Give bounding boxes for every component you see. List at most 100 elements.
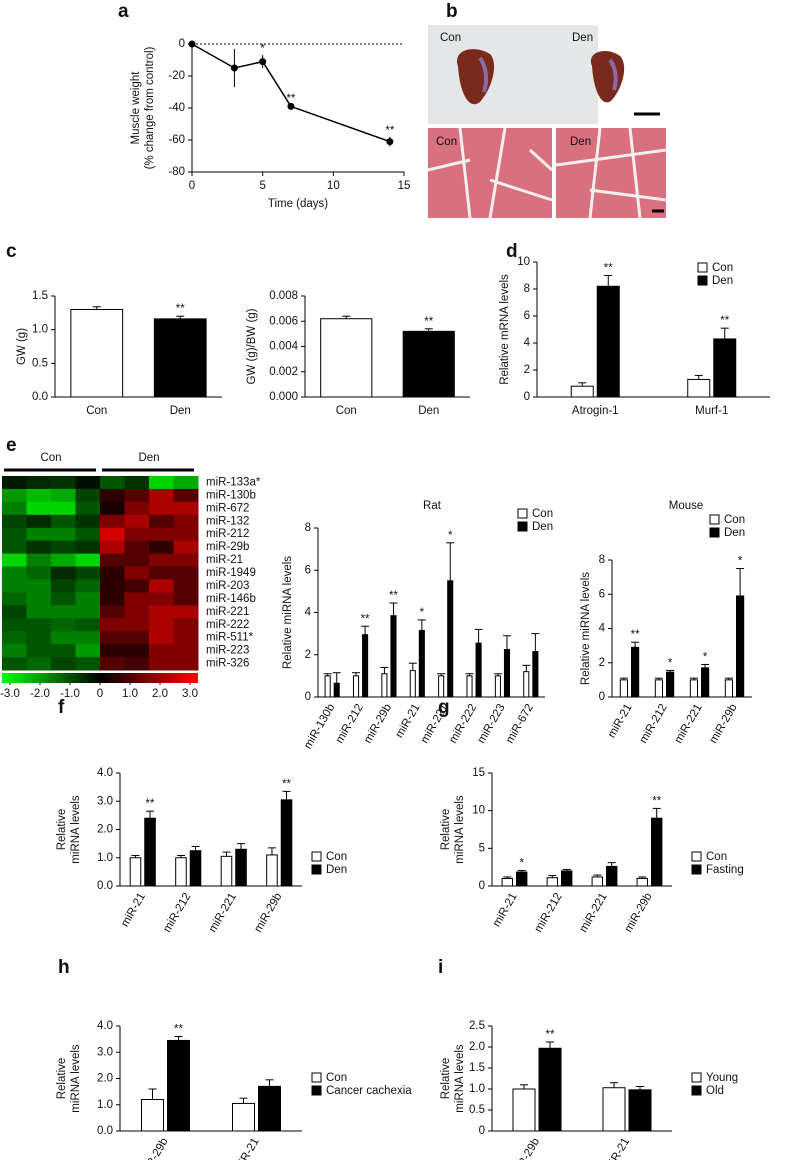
y-tick-label: 1.0 xyxy=(469,1083,485,1095)
heatmap-cell xyxy=(149,592,174,606)
y-tick-label: 0 xyxy=(479,1125,485,1137)
heatmap-cell xyxy=(149,657,174,671)
heatmap-cell xyxy=(124,657,150,671)
heatmap-cell xyxy=(173,514,199,529)
x-tick-label: Atrogin-1 xyxy=(572,405,619,417)
data-point xyxy=(287,102,295,110)
legend-swatch xyxy=(311,864,322,875)
photo-label: Den xyxy=(572,32,593,44)
heatmap-cell xyxy=(26,605,52,619)
histology-den xyxy=(556,128,666,218)
heatmap-cell xyxy=(100,618,125,632)
bar xyxy=(636,877,648,887)
y-tick-label: 0.002 xyxy=(269,366,298,378)
bar xyxy=(167,1039,190,1132)
bar xyxy=(591,876,603,887)
row-label: miR-203 xyxy=(206,580,249,592)
photo-label: Con xyxy=(440,32,461,44)
data-point xyxy=(259,58,267,66)
y-tick-label: 4 xyxy=(524,337,531,349)
photo-label: Den xyxy=(570,136,591,148)
significance: * xyxy=(703,651,708,663)
heatmap-cell xyxy=(26,618,52,632)
y-tick-label: 1.0 xyxy=(97,852,113,864)
y-tick-label: 1.5 xyxy=(469,1062,485,1074)
heatmap-cell xyxy=(26,644,52,658)
y-tick-label: 2.0 xyxy=(97,824,113,836)
panel-letter: a xyxy=(118,1,129,22)
bar xyxy=(447,580,454,698)
heatmap-cell xyxy=(173,501,199,516)
heatmap-cell xyxy=(75,514,101,529)
heatmap-cell xyxy=(149,644,174,658)
bar xyxy=(402,330,455,398)
y-tick-label: 0.004 xyxy=(269,341,298,353)
panel-letter: f xyxy=(58,697,65,718)
bar xyxy=(523,671,530,698)
heatmap-cell xyxy=(26,579,52,593)
x-tick-label: Murf-1 xyxy=(695,405,728,417)
heatmap-cell xyxy=(149,566,174,580)
heatmap-cell xyxy=(100,644,125,658)
significance: ** xyxy=(385,125,394,137)
significance: ** xyxy=(604,263,613,275)
y-axis-label: GW (g) xyxy=(16,328,28,365)
heatmap-cell xyxy=(100,540,125,555)
photo-panel xyxy=(427,25,667,219)
heatmap-cell xyxy=(173,476,199,490)
y-axis-label: Relative xyxy=(56,809,68,851)
bar xyxy=(596,285,620,398)
legend-swatch xyxy=(517,508,528,519)
y-tick-label: -40 xyxy=(168,102,185,114)
heatmap-cell xyxy=(100,592,125,606)
y-tick-label: 0 xyxy=(524,391,530,403)
heatmap-cell xyxy=(124,631,150,645)
bar xyxy=(232,1102,255,1132)
legend-label: Con xyxy=(712,262,733,274)
legend-swatch xyxy=(517,521,528,532)
histology-fibers xyxy=(427,127,667,219)
bar xyxy=(532,651,539,698)
colorbar-tick-label: 1.0 xyxy=(122,688,138,700)
bar xyxy=(546,877,558,887)
heatmap-cell xyxy=(100,657,125,671)
bar xyxy=(689,679,698,698)
colorbar-tick-label: -3.0 xyxy=(0,688,20,700)
bar xyxy=(687,378,711,398)
x-tick-label: miR-221 xyxy=(673,702,705,746)
row-label: miR-212 xyxy=(206,528,249,540)
muscle-den-tendon xyxy=(608,58,618,91)
heatmap-cell xyxy=(173,592,199,606)
y-tick-label: 4.0 xyxy=(97,1020,113,1032)
x-axis-label: Time (days) xyxy=(268,198,328,210)
heatmap-cell xyxy=(124,553,150,568)
chart-title: Rat xyxy=(423,500,442,512)
bar xyxy=(701,667,710,698)
row-label: miR-21 xyxy=(206,554,243,566)
x-tick-label: miR-21 xyxy=(394,702,423,740)
bar xyxy=(418,629,425,698)
y-tick-label: 3.0 xyxy=(97,1046,113,1058)
bar xyxy=(503,648,511,698)
heatmap-cell xyxy=(51,501,76,516)
panel-letter: h xyxy=(58,957,70,978)
x-tick-label: Den xyxy=(170,405,191,417)
heatmap-cell xyxy=(26,488,52,503)
y-tick-label: 4 xyxy=(599,623,606,635)
heatmap-cell xyxy=(149,514,174,529)
heatmap-cell xyxy=(173,605,199,619)
heatmap-cell xyxy=(100,566,125,580)
heatmap-cell xyxy=(173,631,199,645)
y-tick-label: 0.008 xyxy=(269,290,298,302)
bar xyxy=(70,308,124,398)
y-axis-label: miRNA levels xyxy=(70,1044,82,1113)
heatmap-cell xyxy=(2,618,27,632)
y-tick-label: 8 xyxy=(599,554,605,566)
heatmap-cell xyxy=(2,540,27,555)
bar xyxy=(494,675,501,698)
y-tick-label: 0.0 xyxy=(97,880,113,892)
significance: ** xyxy=(389,590,398,602)
heatmap-cell xyxy=(75,527,101,542)
significance: ** xyxy=(176,303,185,315)
heatmap-cell xyxy=(2,644,27,658)
